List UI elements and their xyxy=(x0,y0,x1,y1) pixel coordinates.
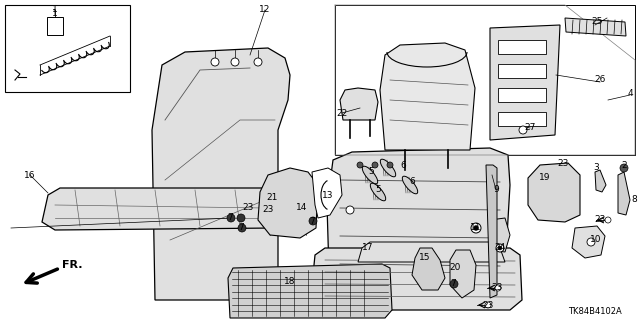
Bar xyxy=(498,112,546,126)
Text: 3: 3 xyxy=(593,164,599,173)
Ellipse shape xyxy=(371,183,386,201)
Text: 13: 13 xyxy=(323,190,333,199)
Text: 25: 25 xyxy=(591,18,603,26)
Polygon shape xyxy=(450,250,476,298)
Ellipse shape xyxy=(496,244,504,252)
Polygon shape xyxy=(565,18,626,36)
Text: 9: 9 xyxy=(493,186,499,195)
Ellipse shape xyxy=(357,162,363,168)
Polygon shape xyxy=(327,148,510,305)
Text: 1: 1 xyxy=(52,9,58,18)
Text: 23: 23 xyxy=(492,284,502,293)
Text: 12: 12 xyxy=(259,5,271,14)
Text: 6: 6 xyxy=(400,160,406,169)
Polygon shape xyxy=(358,242,505,262)
Polygon shape xyxy=(486,165,497,298)
Polygon shape xyxy=(42,188,288,230)
Ellipse shape xyxy=(587,238,595,246)
Text: 7: 7 xyxy=(450,278,456,287)
Text: 21: 21 xyxy=(266,194,278,203)
Text: 23: 23 xyxy=(557,159,569,167)
Text: 19: 19 xyxy=(540,174,551,182)
Ellipse shape xyxy=(309,217,317,225)
Polygon shape xyxy=(152,48,290,300)
Ellipse shape xyxy=(450,280,458,288)
Text: 5: 5 xyxy=(375,184,381,194)
Text: 17: 17 xyxy=(362,243,374,253)
Text: TK84B4102A: TK84B4102A xyxy=(568,308,622,316)
Text: 7: 7 xyxy=(238,224,244,233)
Text: 20: 20 xyxy=(449,263,461,272)
Ellipse shape xyxy=(495,285,501,291)
Text: 2: 2 xyxy=(621,160,627,169)
Polygon shape xyxy=(618,172,630,215)
Ellipse shape xyxy=(238,224,246,232)
Text: 5: 5 xyxy=(368,167,374,176)
Polygon shape xyxy=(340,88,378,120)
Polygon shape xyxy=(490,218,510,252)
Text: 7: 7 xyxy=(309,217,315,226)
Ellipse shape xyxy=(211,58,219,66)
Text: 8: 8 xyxy=(631,196,637,204)
Ellipse shape xyxy=(519,126,527,134)
Ellipse shape xyxy=(387,162,393,168)
Polygon shape xyxy=(258,168,318,238)
Bar xyxy=(498,40,546,54)
Bar xyxy=(5,5,130,92)
Ellipse shape xyxy=(227,214,235,222)
Ellipse shape xyxy=(231,58,239,66)
Text: 24: 24 xyxy=(494,243,506,253)
Bar xyxy=(335,5,635,155)
Polygon shape xyxy=(528,163,580,222)
Bar xyxy=(47,17,63,35)
Text: 4: 4 xyxy=(627,88,633,98)
Text: 7: 7 xyxy=(227,213,233,222)
Text: 23: 23 xyxy=(243,204,253,212)
Polygon shape xyxy=(412,248,445,290)
Ellipse shape xyxy=(620,164,628,172)
Ellipse shape xyxy=(362,166,378,184)
Text: 22: 22 xyxy=(337,108,348,117)
Text: 23: 23 xyxy=(262,205,274,214)
Text: 6: 6 xyxy=(409,177,415,187)
Text: 11: 11 xyxy=(470,224,482,233)
Bar xyxy=(498,88,546,102)
Ellipse shape xyxy=(346,206,354,214)
Text: 27: 27 xyxy=(524,123,536,132)
Polygon shape xyxy=(228,264,392,318)
Polygon shape xyxy=(595,170,606,192)
Polygon shape xyxy=(312,168,342,218)
Polygon shape xyxy=(380,43,475,150)
Ellipse shape xyxy=(237,214,245,222)
Text: 26: 26 xyxy=(595,76,605,85)
Ellipse shape xyxy=(498,246,502,250)
Text: 15: 15 xyxy=(419,254,431,263)
Polygon shape xyxy=(310,248,522,310)
Text: FR.: FR. xyxy=(61,260,83,270)
Ellipse shape xyxy=(403,176,418,194)
Text: 14: 14 xyxy=(296,204,308,212)
Bar xyxy=(498,64,546,78)
Ellipse shape xyxy=(254,58,262,66)
Ellipse shape xyxy=(474,226,479,231)
Text: 1: 1 xyxy=(52,5,58,14)
Ellipse shape xyxy=(605,217,611,223)
Text: 10: 10 xyxy=(590,235,602,244)
Text: 18: 18 xyxy=(284,278,296,286)
Text: 16: 16 xyxy=(24,170,36,180)
Polygon shape xyxy=(572,226,605,258)
Ellipse shape xyxy=(471,223,481,233)
Text: 23: 23 xyxy=(483,300,493,309)
Ellipse shape xyxy=(380,159,396,177)
Polygon shape xyxy=(490,25,560,140)
Ellipse shape xyxy=(372,162,378,168)
Ellipse shape xyxy=(485,302,491,308)
Text: 23: 23 xyxy=(595,216,605,225)
